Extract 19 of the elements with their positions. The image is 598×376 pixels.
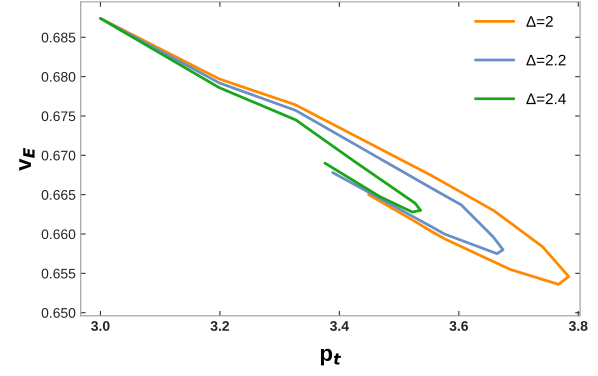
x-tick-label: 3.4 xyxy=(330,321,349,331)
x-tick-label: 3.8 xyxy=(568,321,588,331)
y-axis-title: v$_{E}$ xyxy=(19,148,35,171)
legend-label: Δ=2.4 xyxy=(526,93,566,104)
y-tick-label: 0.685 xyxy=(42,32,76,42)
legend-label: Δ=2 xyxy=(526,16,553,27)
x-tick-label: 3.0 xyxy=(91,321,110,331)
y-tick-label: 0.675 xyxy=(42,111,76,122)
legend-label: Δ=2.2 xyxy=(526,54,566,66)
x-tick-label: 3.2 xyxy=(210,321,229,331)
y-tick-label: 0.665 xyxy=(42,190,76,200)
line-series xyxy=(99,17,422,214)
y-tick-label: 0.650 xyxy=(42,308,76,318)
y-tick-label: 0.660 xyxy=(42,229,76,240)
y-tick-label: 0.670 xyxy=(42,150,76,160)
y-tick-label: 0.655 xyxy=(42,268,76,279)
x-axis-title: p$_{t}$ xyxy=(320,348,342,366)
x-tick-label: 3.6 xyxy=(449,321,468,331)
y-tick-label: 0.680 xyxy=(42,72,76,82)
